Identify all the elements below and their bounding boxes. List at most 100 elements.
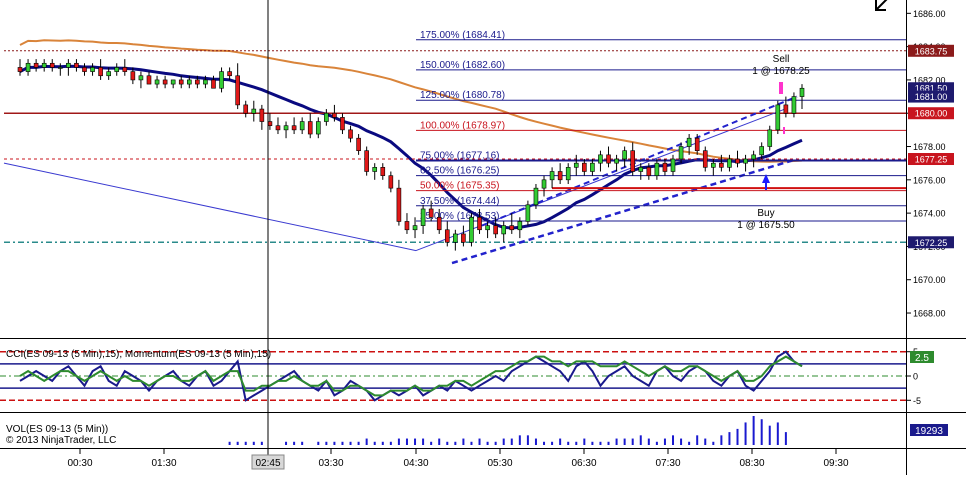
volume-bar [405,438,408,445]
candle-down [267,121,273,127]
price-marker-box [908,44,954,57]
volume-bar [518,435,521,445]
volume-bar [293,441,296,445]
fibonacci-extension[interactable]: 175.00% (1684.41) 150.00% (1682.60) 125.00… [416,30,906,222]
candle-up [453,233,458,243]
volume-bar [712,441,715,445]
candle-down [98,67,103,77]
volume-bar [494,441,497,445]
candle-down [694,137,700,151]
fib-level-label: 62.50% (1676.25) [420,166,500,177]
candlestick-series [17,59,805,251]
candle-down [557,171,563,181]
candle-down [74,62,79,68]
volume-bar [688,441,691,445]
price-marker-box [908,236,954,249]
fib-level-label: 125.00% (1680.78) [420,90,505,101]
volume-bar [389,441,392,445]
time-tick-label: 05:30 [487,458,512,469]
candle-up [41,62,47,68]
time-tick-label: 04:30 [403,458,428,469]
candle-down [461,233,466,243]
candle-down [646,167,652,176]
candle-up [170,79,176,85]
candle-down [444,229,450,243]
exit-execution-mark [783,127,785,134]
time-tick-label: 06:30 [571,458,596,469]
trade-markers[interactable]: Sell 1 @ 1678.25 Buy 1 @ 1675.50 [737,54,810,231]
volume-bar [607,441,610,445]
candle-up [138,75,144,81]
candle-down [582,162,587,172]
candle-up [372,167,378,172]
volume-bar [430,441,433,445]
volume-bar [720,435,723,445]
fib-level-label: 175.00% (1684.41) [420,30,505,41]
volume-bar [615,438,618,445]
price-marker-label: 1680.00 [915,109,948,119]
volume-bar [285,441,288,445]
candle-up [727,158,732,168]
candle-up [614,158,619,164]
volume-bar [696,435,699,445]
candle-down [702,150,708,168]
copyright-text: © 2013 NinjaTrader, LLC [6,435,116,446]
volume-bar [559,438,562,445]
volume-bar [575,441,578,445]
candle-up [315,121,321,135]
candle-down [243,104,249,114]
time-tick-label: 00:30 [67,458,92,469]
candle-up [711,162,716,168]
volume-bar [526,435,529,445]
candle-down [364,150,369,172]
candle-up [541,179,547,189]
candle-down [380,167,386,176]
volume-bar [680,438,683,445]
candle-down [122,67,128,72]
volume-bar [236,441,239,445]
candle-down [404,221,410,231]
volume-bar [744,422,747,445]
candle-up [517,221,523,231]
volume-panel [228,416,787,445]
volume-bar [534,438,537,445]
candle-down [227,71,232,77]
volume-bar [623,438,626,445]
volume-value-box [910,424,948,436]
candle-up [686,137,692,147]
candle-down [17,67,23,72]
price-marker-box [908,107,954,120]
candle-up [565,167,571,181]
buy-arrow-icon [762,174,770,183]
candle-down [348,129,353,139]
candle-up [799,87,805,97]
osc-tick-label: -5 [913,396,921,406]
volume-bar [381,441,384,445]
candle-down [235,75,240,106]
candle-down [259,108,265,122]
candle-up [759,146,764,156]
volume-bar [325,441,328,445]
candle-up [299,121,305,131]
candle-down [436,216,442,231]
time-axis[interactable]: 00:30 01:30 03:30 04:30 05:30 06:30 07:30 08:30… [67,449,849,469]
fib-level-label: 50.00% (1675.35) [420,181,500,192]
volume-bar [551,441,554,445]
time-tick-label: 08:30 [739,458,764,469]
candle-up [412,225,418,231]
candle-up [66,62,71,68]
volume-bar [260,441,263,445]
candle-down [195,79,200,85]
fib-level-label: 100.00% (1678.97) [420,120,505,131]
price-marker-box [908,153,954,166]
candle-up [58,67,63,69]
candle-down [428,208,434,218]
collapse-arrow-icon[interactable] [875,0,892,11]
candle-down [477,216,482,231]
fib-level-label: 37.50% (1674.44) [420,196,500,207]
